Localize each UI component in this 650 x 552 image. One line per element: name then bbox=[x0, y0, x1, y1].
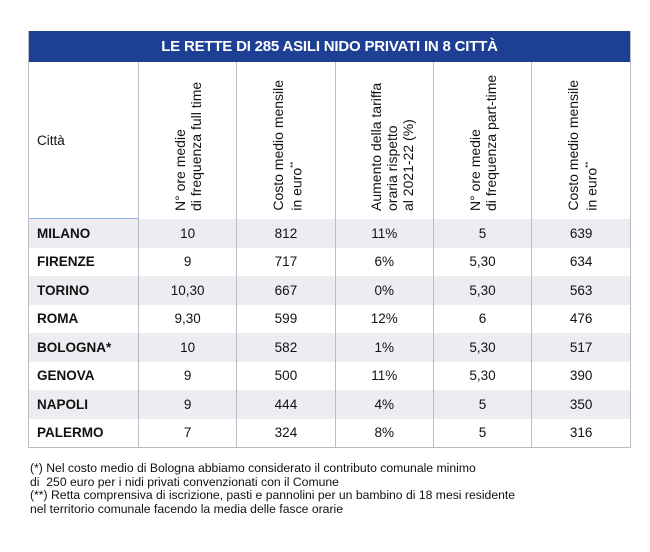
table-row: BOLOGNA* 10 582 1% 5,30 517 bbox=[29, 333, 630, 362]
column-header: Aumento della tariffa oraria rispetto al 2… bbox=[334, 61, 434, 219]
column-header: N° ore medie di frequenza full time bbox=[137, 61, 237, 219]
column-header-label: Aumento della tariffa oraria rispetto al 2… bbox=[368, 61, 417, 211]
column-header-line: in euro** bbox=[286, 61, 305, 211]
city-cell: ROMA bbox=[37, 311, 79, 327]
value-cell: 476 bbox=[531, 304, 630, 333]
column-header: Costo medio mensile in euro** bbox=[236, 61, 336, 219]
data-table: Città N° ore medie di frequenza full time C… bbox=[29, 62, 630, 447]
value-cell: 6 bbox=[432, 304, 532, 333]
column-header-line: N° ore medie bbox=[171, 128, 188, 211]
value-cell: 444 bbox=[236, 390, 336, 419]
table-row: ROMA 9,30 599 12% 6 476 bbox=[29, 304, 630, 333]
footnotes: (*) Nel costo medio di Bologna abbiamo c… bbox=[30, 461, 516, 516]
value-cell: 517 bbox=[531, 333, 630, 362]
city-cell: MILANO bbox=[29, 218, 139, 248]
table-row: PALERMO 7 324 8% 5 316 bbox=[29, 418, 630, 447]
column-header-line: Costo medio mensile bbox=[269, 79, 286, 211]
column-header-line: di frequenza part-time bbox=[482, 74, 499, 211]
value-cell: 8% bbox=[334, 418, 434, 447]
value-cell: 5,30 bbox=[432, 247, 532, 276]
table-row: MILANO 10 812 11% 5 639 bbox=[29, 218, 630, 248]
table-row: NAPOLI 9 444 4% 5 350 bbox=[29, 390, 630, 419]
city-cell: BOLOGNA* bbox=[29, 333, 139, 362]
value-cell: 1% bbox=[334, 333, 434, 362]
value-cell: 717 bbox=[236, 247, 336, 276]
value-cell: 599 bbox=[236, 304, 336, 333]
column-header-line: Aumento della tariffa bbox=[368, 82, 385, 211]
value-cell: 5,30 bbox=[432, 333, 532, 362]
column-header: N° ore medie di frequenza part-time bbox=[432, 61, 532, 219]
value-cell: 500 bbox=[236, 361, 336, 390]
column-header-line: oraria rispetto bbox=[384, 124, 401, 211]
value-cell: 5 bbox=[432, 390, 532, 419]
value-cell: 10 bbox=[137, 218, 237, 248]
value-cell: 9 bbox=[137, 390, 237, 419]
value-cell: 812 bbox=[236, 218, 336, 248]
footnote-line: (**) Retta comprensiva di iscrizione, pa… bbox=[30, 488, 516, 502]
value-cell: 5,30 bbox=[432, 361, 532, 390]
value-cell: 9 bbox=[137, 247, 237, 276]
value-cell: 5 bbox=[432, 218, 532, 248]
value-cell: 667 bbox=[236, 276, 336, 305]
column-header-line: in euro** bbox=[581, 61, 600, 211]
value-cell: 390 bbox=[531, 361, 630, 390]
value-cell: 5 bbox=[432, 418, 532, 447]
column-header-label: Costo medio mensile in euro** bbox=[565, 61, 600, 211]
column-header-label: N° ore medie di frequenza full time bbox=[171, 61, 204, 211]
header-row: Città N° ore medie di frequenza full time C… bbox=[29, 62, 630, 219]
value-cell: 10 bbox=[137, 333, 237, 362]
value-cell: 563 bbox=[531, 276, 630, 305]
column-header-text: in euro bbox=[288, 167, 305, 211]
column-header: Costo medio mensile in euro** bbox=[531, 61, 630, 219]
column-header-label: N° ore medie di frequenza part-time bbox=[466, 61, 499, 211]
value-cell: 7 bbox=[137, 418, 237, 447]
footnote-line: di 250 euro per i nidi privati convenzio… bbox=[30, 474, 339, 489]
value-cell: 9 bbox=[137, 361, 237, 390]
value-cell: 634 bbox=[531, 247, 630, 276]
value-cell: 11% bbox=[334, 218, 434, 248]
table-title: LE RETTE DI 285 ASILI NIDO PRIVATI IN 8 … bbox=[29, 31, 630, 62]
value-cell: 350 bbox=[531, 390, 630, 419]
footnote-marker: ** bbox=[288, 161, 298, 168]
column-header-line: di frequenza full time bbox=[187, 81, 204, 211]
value-cell: 582 bbox=[236, 333, 336, 362]
footnote-marker: ** bbox=[584, 161, 594, 168]
table-row: GENOVA 9 500 11% 5,30 390 bbox=[29, 361, 630, 390]
column-header-text: in euro bbox=[583, 167, 600, 211]
table-row: FIRENZE 9 717 6% 5,30 634 bbox=[29, 247, 630, 276]
table-row: TORINO 10,30 667 0% 5,30 563 bbox=[29, 276, 630, 305]
value-cell: 316 bbox=[531, 418, 630, 447]
value-cell: 639 bbox=[531, 218, 630, 248]
column-header-line: N° ore medie bbox=[466, 128, 483, 211]
column-header-line: al 2021-22 (%) bbox=[400, 118, 417, 211]
footnote-line: nel territorio comunale facendo la media… bbox=[30, 501, 343, 516]
city-cell: PALERMO bbox=[37, 425, 104, 441]
value-cell: 9,30 bbox=[137, 304, 237, 333]
city-cell: GENOVA bbox=[37, 368, 95, 384]
city-cell: TORINO bbox=[29, 276, 139, 305]
value-cell: 324 bbox=[236, 418, 336, 447]
value-cell: 12% bbox=[334, 304, 434, 333]
value-cell: 11% bbox=[334, 361, 434, 390]
city-cell: NAPOLI bbox=[29, 390, 139, 419]
value-cell: 6% bbox=[334, 247, 434, 276]
value-cell: 0% bbox=[334, 276, 434, 305]
value-cell: 5,30 bbox=[432, 276, 532, 305]
column-header: Città bbox=[29, 62, 139, 219]
column-header-label: Costo medio mensile in euro** bbox=[270, 61, 305, 211]
footnote-line: (*) Nel costo medio di Bologna abbiamo c… bbox=[30, 461, 476, 475]
city-cell: FIRENZE bbox=[37, 254, 95, 270]
table-container: LE RETTE DI 285 ASILI NIDO PRIVATI IN 8 … bbox=[28, 31, 631, 448]
column-header-line: Costo medio mensile bbox=[565, 79, 582, 211]
value-cell: 4% bbox=[334, 390, 434, 419]
value-cell: 10,30 bbox=[137, 276, 237, 305]
